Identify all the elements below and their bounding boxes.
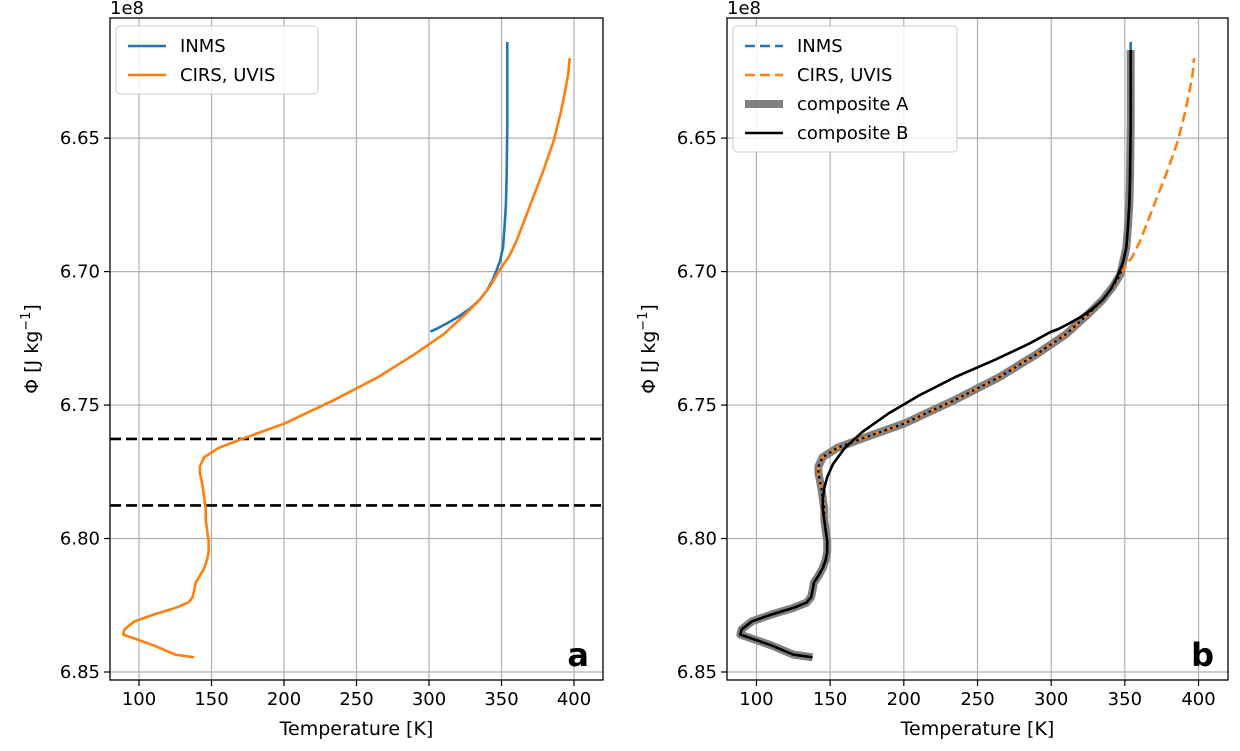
y-tick-label: 6.85	[60, 662, 100, 683]
y-axis-label-end: ]	[638, 304, 660, 311]
legend-label: composite B	[797, 123, 908, 144]
y-tick-label: 6.85	[677, 662, 717, 683]
y-axis-label-exponent: −1	[636, 312, 651, 331]
legend: INMS CIRS, UVIS	[115, 25, 319, 95]
y-tick-label: 6.75	[677, 395, 717, 416]
y-axis-label-main: Φ [J kg	[638, 331, 660, 394]
x-tick-label: 300	[412, 689, 446, 710]
y-offset-text: 1e8	[110, 0, 144, 19]
y-tick-label: 6.70	[677, 262, 717, 283]
y-axis-label: Φ [J kg−1]	[19, 304, 43, 394]
x-tick-label: 250	[339, 689, 373, 710]
x-tick-label: 350	[1108, 689, 1142, 710]
x-tick-label: 150	[813, 689, 847, 710]
x-tick-label: 350	[484, 689, 518, 710]
x-tick-label: 100	[122, 689, 156, 710]
series-inms	[1052, 42, 1132, 333]
y-tick-label: 6.80	[60, 529, 100, 550]
x-axis-label: Temperature [K]	[279, 718, 434, 740]
legend-box	[732, 25, 958, 153]
chart-panel-b: 100 150 200 250 300 350 400 6.65 6.70 6.75 6.80 6.8…	[636, 0, 1229, 740]
y-tick-label: 6.80	[677, 529, 717, 550]
series-cirs-uvis	[121, 57, 571, 659]
y-axis-label-exponent: −1	[19, 312, 34, 331]
x-tick-label: 250	[960, 689, 994, 710]
legend-label: INMS	[797, 36, 843, 57]
panel-label: a	[567, 636, 589, 674]
x-tick-label: 150	[194, 689, 228, 710]
legend: INMS CIRS, UVIS composite A composite B	[732, 25, 958, 153]
chart-panel-a: 100 150 200 250 300 350 400 6.65 6.70 6.75 6.80 6.8…	[19, 0, 604, 740]
x-tick-label: 400	[557, 689, 591, 710]
y-axis-label: Φ [J kg−1]	[636, 304, 660, 394]
x-tick-label: 100	[739, 689, 773, 710]
series-overlay-dotted	[739, 50, 1132, 659]
x-axis-label: Temperature [K]	[900, 718, 1055, 740]
y-axis-label-main: Φ [J kg	[21, 331, 43, 394]
y-tick-label: 6.65	[60, 128, 100, 149]
legend-label: composite A	[797, 94, 909, 115]
x-tick-label: 200	[887, 689, 921, 710]
panel-label: b	[1191, 636, 1214, 674]
x-tick-label: 200	[267, 689, 301, 710]
series-inms	[429, 42, 509, 333]
x-tick-label: 400	[1181, 689, 1215, 710]
legend-label: INMS	[180, 36, 226, 57]
y-tick-label: 6.70	[60, 262, 100, 283]
legend-label: CIRS, UVIS	[797, 65, 892, 86]
y-axis-label-end: ]	[21, 304, 43, 311]
series-group	[736, 42, 1196, 662]
series-group	[121, 42, 571, 659]
y-tick-label: 6.65	[677, 128, 717, 149]
legend-box	[115, 25, 319, 95]
y-tick-label: 6.75	[60, 395, 100, 416]
y-offset-text: 1e8	[727, 0, 761, 19]
legend-label: CIRS, UVIS	[180, 65, 275, 86]
x-tick-label: 300	[1034, 689, 1068, 710]
